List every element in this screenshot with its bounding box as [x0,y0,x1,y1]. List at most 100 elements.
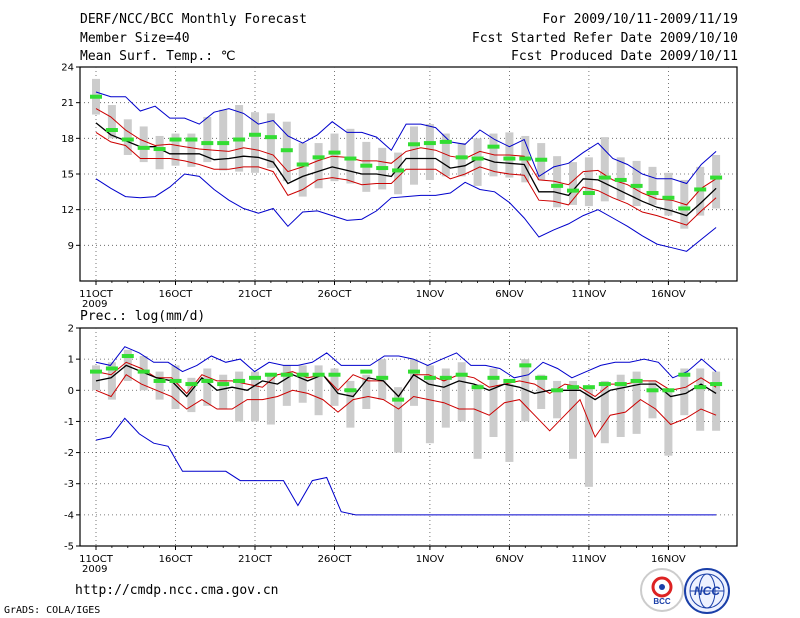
temp-spread-box [298,143,307,197]
temp-observed-mark [551,183,564,188]
start-date: Fcst Started Refer Date 2009/10/10 [471,31,738,46]
temp-observed-mark [392,168,405,173]
temp-spread-box [266,113,275,169]
bcc-logo: BCC [640,568,684,612]
prec-spread-box [489,368,498,437]
prec-observed-mark [249,375,261,380]
temp-observed-mark [567,188,579,193]
prec-spread-box [298,365,307,403]
temp-spread-box [584,157,593,207]
temp-spread-box [394,152,403,195]
prec-observed-mark [105,366,118,371]
temp-observed-mark [328,150,341,155]
prec-y-tick-label: -5 [64,542,74,553]
temp-spread-box [107,105,116,139]
temp-x-year-label: 2009 [82,299,107,310]
temp-observed-mark [519,156,532,161]
temp-observed-mark [296,162,309,167]
temp-spread-box [457,143,466,177]
temp-spread-box [410,126,418,185]
prec-observed-mark [582,385,595,390]
prec-observed-mark [614,382,627,387]
temp-observed-mark [344,156,357,161]
temp-observed-mark [408,142,420,147]
temp-observed-mark [582,191,595,196]
prec-spread-box [648,380,657,419]
prec-observed-mark [455,372,468,377]
temp-spread-box [473,138,482,186]
source-url[interactable]: http://cmdp.ncc.cma.gov.cn [75,583,279,598]
temp-observed-mark [185,137,198,142]
temp-spread-box [219,109,228,171]
prec-observed-mark [423,375,436,380]
prec-y-tick-label: 1 [68,355,74,366]
prec-spread-box [696,368,705,431]
member-size: Member Size=40 [80,31,190,46]
temp-spread-box [648,166,657,205]
prec-spread-box [569,380,577,459]
prec-spread-box [521,359,530,422]
temp-spread-box [664,172,673,216]
prec-spread-box [107,362,116,400]
prec-observed-mark [280,372,293,377]
temp-spread-box [155,135,164,170]
prec-observed-mark [344,388,357,393]
prec-observed-mark [185,382,198,387]
prec-x-tick-label: 11OCT [79,554,114,565]
prec-observed-mark [646,388,659,393]
prec-observed-mark [598,382,611,387]
prec-observed-mark [630,378,643,383]
prec-spread-box [92,365,100,391]
prec-observed-mark [694,385,707,390]
temp-spread-box [139,126,148,163]
prec-spread-box [346,380,355,428]
prec-observed-mark [487,375,500,380]
prec-spread-box [266,374,275,425]
temp-x-tick-label: 26OCT [318,289,353,300]
temp-observed-mark [360,163,373,168]
prec-spread-box [171,365,180,409]
prec-y-tick-label: 2 [68,324,74,335]
prec-observed-mark [217,382,230,387]
prec-series-max [95,346,717,379]
prec-x-tick-label: 21OCT [238,554,273,565]
temp-spread-box [314,143,323,189]
temp-observed-mark [598,175,611,180]
bcc-logo-text: BCC [653,597,671,606]
prec-spread-box [441,368,450,428]
prec-spread-box [203,368,212,406]
prec-spread-box [410,359,418,406]
temp-spread-box [187,133,196,167]
temp-observed-mark [233,137,246,142]
prec-observed-mark [233,378,246,383]
temp-observed-mark [264,135,277,140]
prec-x-year-label: 2009 [82,564,107,575]
temp-spread-box [569,162,577,205]
temp-y-tick-label: 21 [61,98,74,109]
prec-observed-mark [376,375,389,380]
temp-series-mean [95,122,717,217]
prec-spread-box [600,380,609,444]
prec-observed-mark [169,378,182,383]
temp-spread-box [712,154,721,209]
temp-y-tick-label: 12 [61,205,74,216]
prec-spread-box [251,371,259,422]
temp-y-tick-label: 24 [61,63,74,74]
prec-observed-mark [264,372,277,377]
temp-observed-mark [439,139,452,144]
prec-observed-mark [121,354,134,359]
temp-observed-mark [471,156,484,161]
prec-y-tick-label: -3 [64,479,74,490]
prec-spread-box [505,384,514,462]
prec-y-tick-label: 0 [68,386,74,397]
temp-y-tick-label: 15 [61,170,74,181]
prec-observed-mark [519,363,532,368]
prec-spread-box [457,362,466,422]
temp-observed-mark [137,145,150,150]
prec-observed-mark [471,385,484,390]
temp-observed-mark [455,155,468,160]
chart-title: DERF/NCC/BCC Monthly Forecast [80,12,307,27]
ncc-logo: NCC [684,568,730,614]
prec-x-tick-label: 6NOV [495,554,524,565]
prec-spread-box [680,368,689,416]
